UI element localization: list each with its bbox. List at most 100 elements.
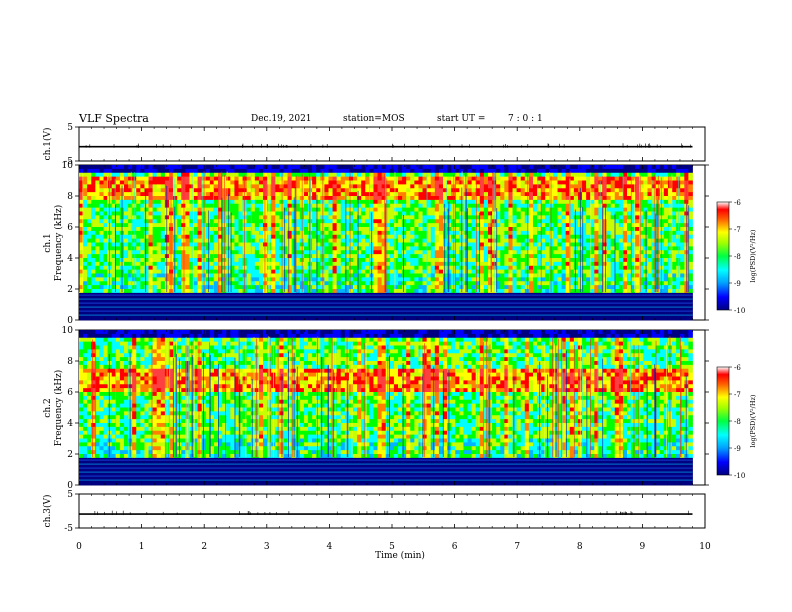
spectrogram-cell bbox=[144, 207, 149, 212]
spectrogram-cell bbox=[267, 172, 272, 178]
spectrogram-cell bbox=[177, 250, 182, 255]
spectrogram-cell bbox=[177, 227, 182, 232]
spectrogram-cell bbox=[565, 304, 571, 309]
spectrogram-cell bbox=[537, 258, 542, 263]
spectrogram-cell bbox=[500, 180, 505, 185]
spectrogram-cell bbox=[128, 269, 133, 274]
spectrogram-cell bbox=[512, 223, 518, 228]
spectrogram-cell bbox=[275, 168, 280, 174]
spectrogram-cell bbox=[283, 312, 288, 317]
spectrogram-cell bbox=[369, 168, 374, 174]
spectrogram-cell bbox=[328, 304, 333, 309]
spectrogram-cell bbox=[316, 211, 321, 216]
spectrogram-cell bbox=[238, 316, 243, 321]
spectrogram-cell bbox=[111, 238, 117, 243]
spectrogram-cell bbox=[295, 238, 301, 243]
spectrogram-cell bbox=[185, 281, 190, 286]
spectrogram-cell bbox=[197, 192, 203, 197]
spectrogram-cell bbox=[508, 196, 513, 201]
spectrogram-cell bbox=[271, 192, 276, 197]
spectrogram-cell bbox=[181, 242, 186, 247]
spectrogram-cell bbox=[152, 184, 158, 189]
spectrogram-cell bbox=[308, 168, 313, 174]
spectrogram-cell bbox=[336, 211, 342, 216]
spectrogram-cell bbox=[197, 199, 203, 205]
spectrogram-cell bbox=[393, 269, 399, 274]
spectrogram-cell bbox=[410, 234, 415, 240]
spectrogram-cell bbox=[324, 223, 329, 228]
spectrogram-cell bbox=[582, 184, 587, 189]
spectrogram-cell bbox=[463, 316, 468, 321]
spectrogram-cell bbox=[398, 250, 403, 255]
spectrogram-cell bbox=[455, 238, 460, 243]
spectrogram-cell bbox=[483, 211, 489, 216]
spectrogram-cell bbox=[348, 258, 354, 263]
spectrogram-cell bbox=[353, 176, 358, 181]
spectrogram-cell bbox=[99, 168, 104, 174]
spectrogram-cell bbox=[283, 234, 288, 240]
spectrogram-cell bbox=[577, 308, 583, 313]
spectrogram-cell bbox=[193, 199, 199, 205]
spectrogram-cell bbox=[340, 203, 346, 209]
spectrogram-cell bbox=[99, 312, 104, 317]
spectrogram-cell bbox=[103, 281, 109, 286]
spectrogram-cell bbox=[107, 165, 113, 170]
spectrogram-cell bbox=[483, 304, 489, 309]
spectrogram-cell bbox=[398, 196, 403, 201]
spectrogram-cell bbox=[140, 285, 145, 290]
spectrogram-cell bbox=[275, 176, 280, 181]
spectrogram-cell bbox=[291, 192, 297, 197]
spectrogram-cell bbox=[115, 316, 121, 321]
spectrogram-cell bbox=[205, 269, 211, 274]
spectrogram-cell bbox=[422, 180, 428, 185]
spectrogram-cell bbox=[152, 258, 158, 263]
spectrogram-cell bbox=[79, 176, 84, 181]
spectrogram-cell bbox=[234, 261, 239, 267]
spectrogram-cell bbox=[111, 308, 117, 313]
spectrogram-cell bbox=[99, 207, 104, 212]
spectrogram-cell bbox=[336, 176, 342, 181]
spectrogram-cell bbox=[467, 312, 473, 317]
spectrogram-cell bbox=[123, 211, 129, 216]
spectrogram-cell bbox=[377, 308, 383, 313]
spectrogram-cell bbox=[230, 223, 235, 228]
spectrogram-cell bbox=[369, 196, 374, 201]
spectrogram-cell bbox=[287, 234, 293, 240]
spectrogram-cell bbox=[434, 312, 440, 317]
spectrogram-cell bbox=[479, 192, 485, 197]
spectrogram-cell bbox=[471, 254, 477, 259]
spectrogram-cell bbox=[369, 312, 374, 317]
spectrogram-cell bbox=[103, 273, 109, 278]
spectrogram-cell bbox=[103, 184, 109, 189]
spectrogram-cell bbox=[324, 188, 329, 193]
spectrogram-cell bbox=[128, 281, 133, 286]
spectrogram-cell bbox=[201, 312, 207, 317]
spectrogram-cell bbox=[520, 188, 526, 193]
spectrogram-cell bbox=[537, 180, 542, 185]
spectrogram-cell bbox=[389, 269, 395, 274]
spectrogram-cell bbox=[512, 273, 518, 278]
spectrogram-cell bbox=[406, 289, 411, 294]
spectrogram-cell bbox=[414, 188, 419, 193]
spectrogram-cell bbox=[475, 265, 481, 271]
spectrogram-cell bbox=[569, 261, 575, 267]
spectrogram-cell bbox=[197, 238, 203, 243]
spectrogram-cell bbox=[344, 168, 350, 174]
spectrogram-cell bbox=[357, 192, 362, 197]
spectrogram-cell bbox=[283, 258, 288, 263]
spectrogram-cell bbox=[123, 304, 129, 309]
spectrogram-cell bbox=[504, 176, 509, 181]
spectrogram-cell bbox=[103, 211, 109, 216]
spectrogram-cell bbox=[467, 238, 473, 243]
spectrogram-cell bbox=[549, 223, 554, 228]
spectrogram-cell bbox=[500, 230, 505, 236]
spectrogram-cell bbox=[258, 211, 264, 216]
spectrogram-cell bbox=[173, 242, 178, 247]
spectrogram-cell bbox=[205, 289, 211, 294]
spectrogram-cell bbox=[373, 265, 378, 271]
spectrogram-cell bbox=[549, 188, 554, 193]
spectrogram-cell bbox=[537, 211, 542, 216]
spectrogram-cell bbox=[393, 254, 399, 259]
spectrogram-cell bbox=[136, 312, 141, 317]
spectrogram-cell bbox=[565, 250, 571, 255]
